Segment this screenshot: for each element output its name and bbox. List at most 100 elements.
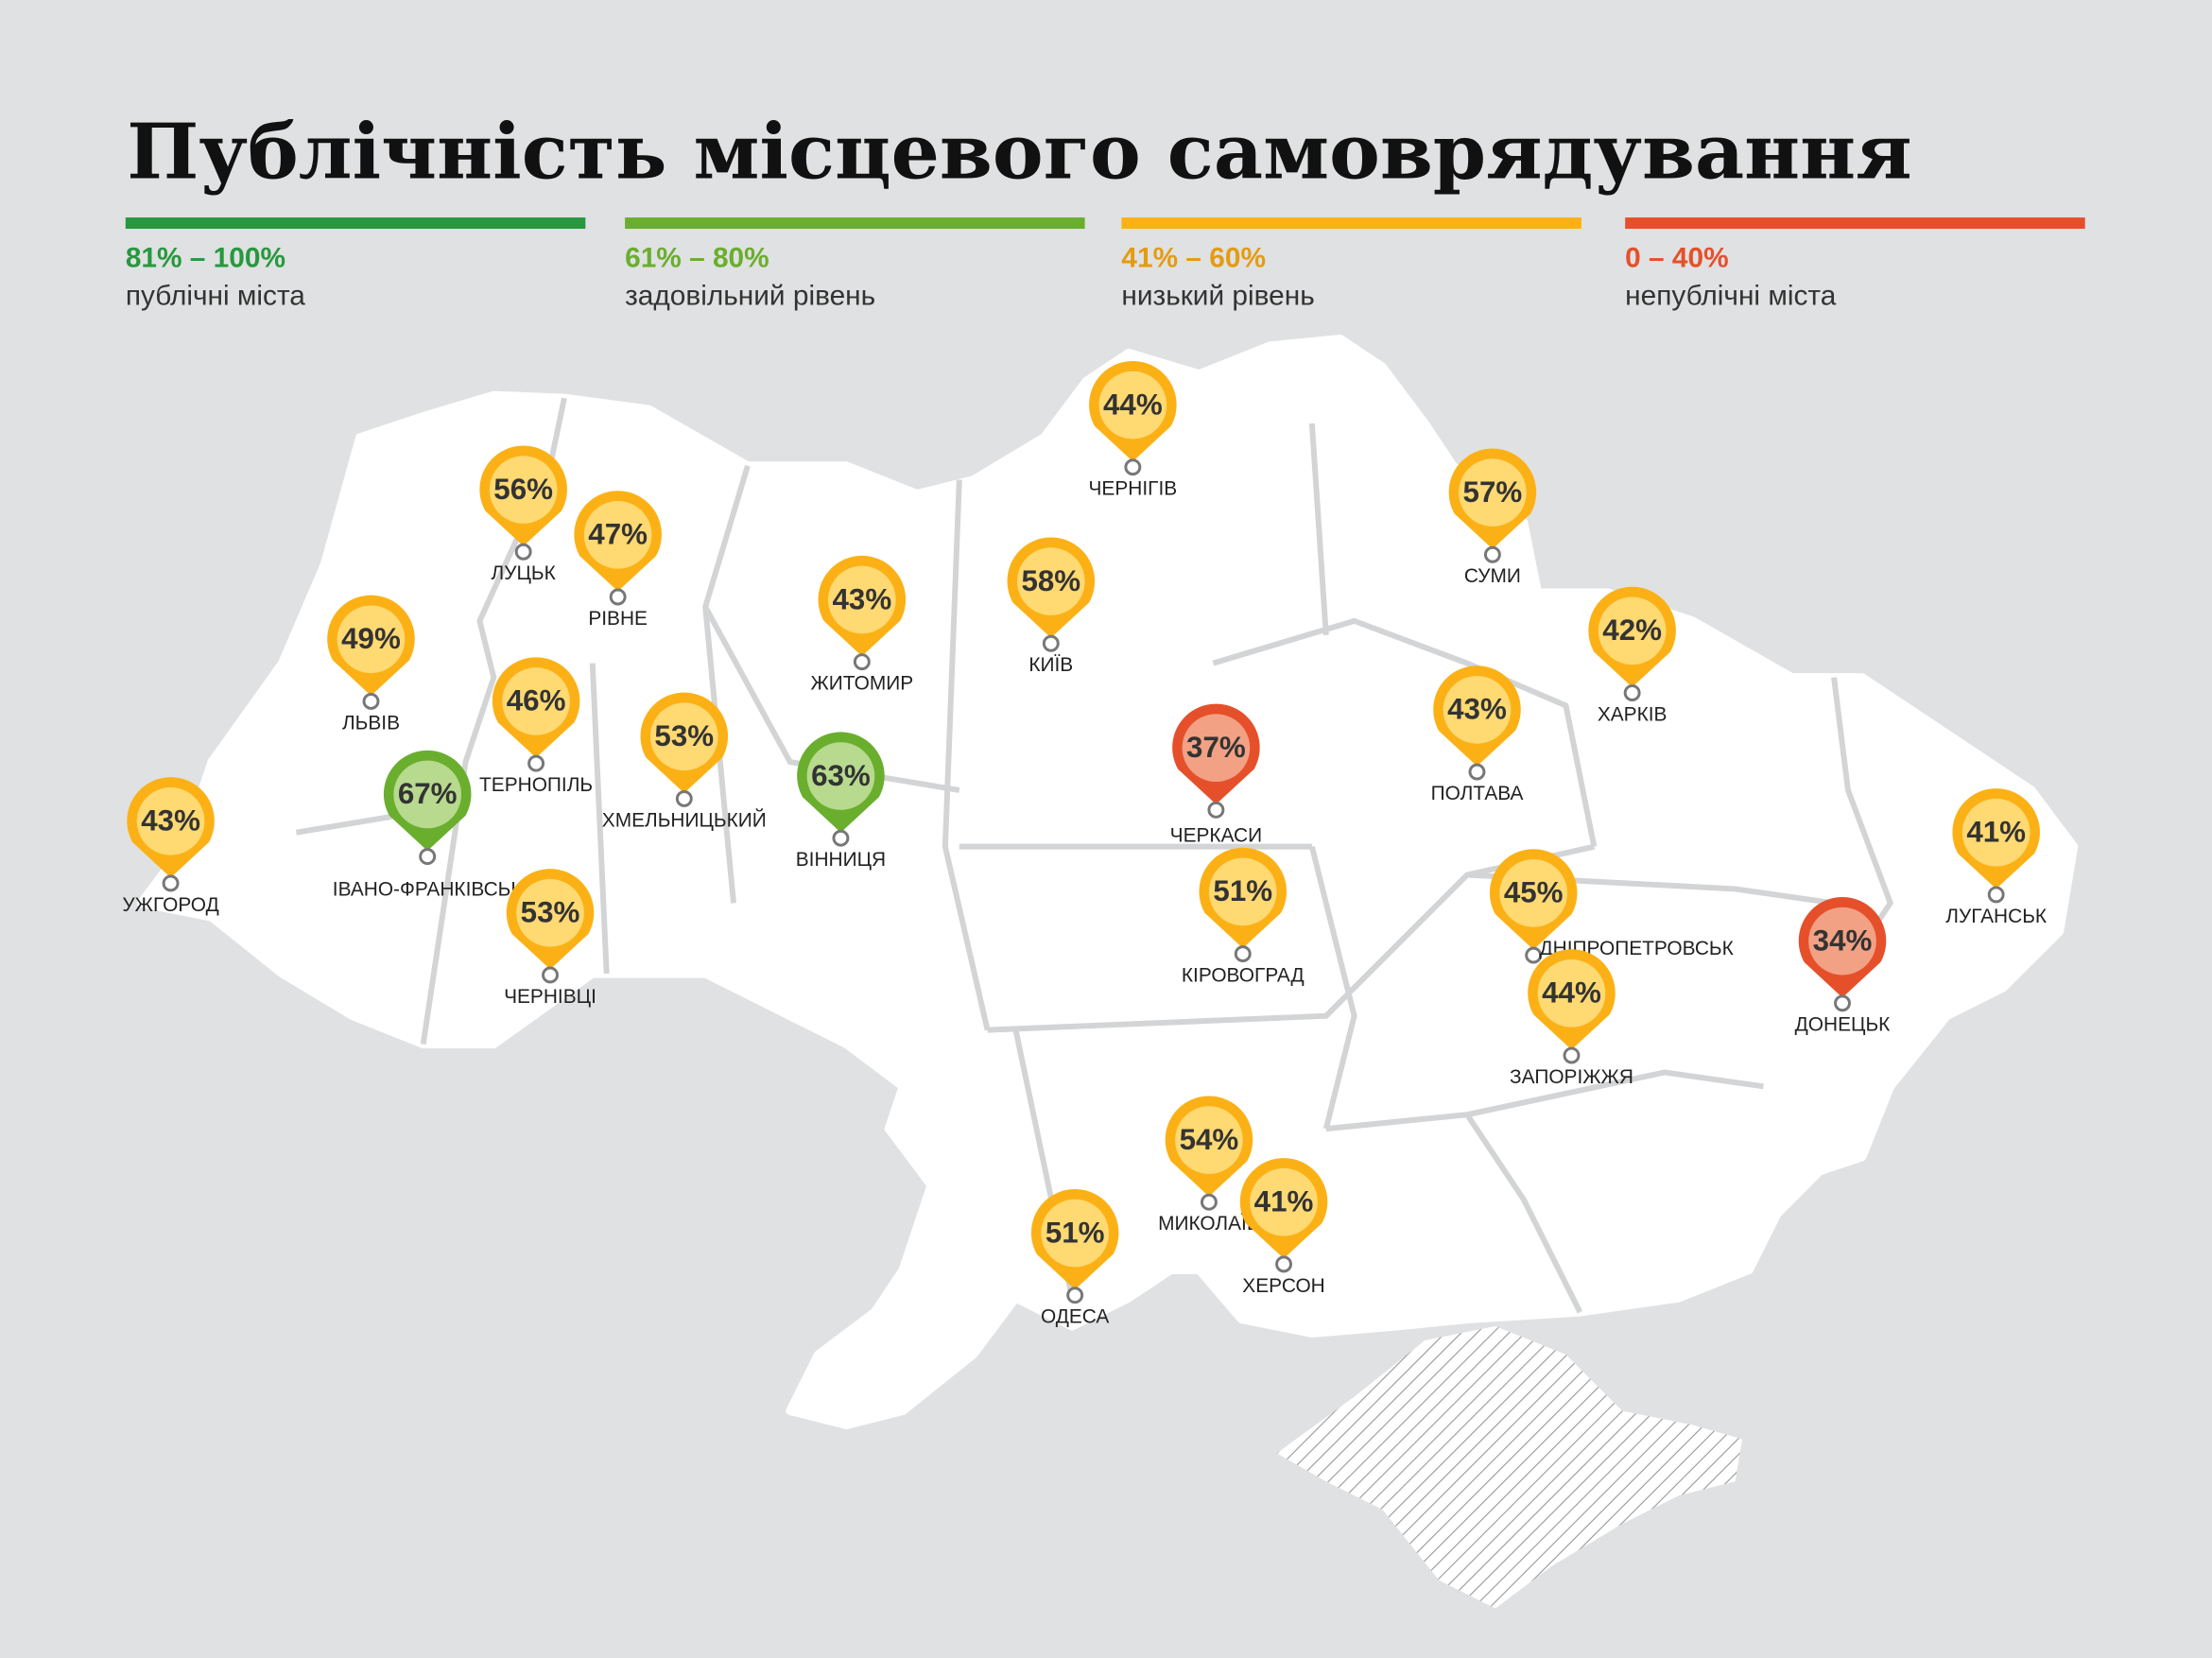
oblast-borders xyxy=(295,397,1893,1314)
title: Публічність місцевого самоврядування xyxy=(127,107,1911,197)
pin-inner xyxy=(516,878,584,947)
pin: 54% МИКОЛАЇВ xyxy=(1158,1096,1260,1235)
city-name: КІРОВОГРАД xyxy=(1182,964,1305,986)
city-name: КИЇВ xyxy=(1028,654,1073,676)
pin-value: 43% xyxy=(1447,693,1507,726)
pin-inner xyxy=(337,605,406,674)
pin-dot xyxy=(419,848,437,866)
pin-value: 57% xyxy=(1463,475,1523,509)
pin-inner xyxy=(1808,907,1876,976)
legend-range: 61% – 80% xyxy=(625,242,769,273)
pin: 43% ЖИТОМИР xyxy=(810,555,913,695)
country-shape xyxy=(136,334,2079,1429)
city-name: СУМИ xyxy=(1464,565,1521,587)
city-name: ЧЕРКАСИ xyxy=(1170,825,1262,847)
pin-value: 56% xyxy=(493,473,553,506)
pin-dot xyxy=(832,829,850,847)
pin-dot xyxy=(1834,994,1851,1012)
city-name: ХАРКІВ xyxy=(1598,703,1668,725)
pin: 63% ВІННИЦЯ xyxy=(796,732,886,871)
pin-value: 51% xyxy=(1046,1216,1105,1249)
pin-inner xyxy=(1443,676,1512,744)
pin: 56% ЛУЦЬК xyxy=(479,445,567,584)
pin: 41% ЛУГАНСЬК xyxy=(1945,788,2048,927)
pin-value: 46% xyxy=(507,684,566,717)
pin: 46% ТЕРНОПІЛЬ xyxy=(479,657,593,796)
pin-inner xyxy=(489,456,558,524)
pin-value: 34% xyxy=(1813,924,1873,957)
pin-dot xyxy=(1468,763,1486,781)
legend-range: 81% – 100% xyxy=(126,242,285,273)
pin-dot xyxy=(675,789,693,807)
city-name: ХЕРСОН xyxy=(1242,1275,1324,1297)
pin-inner xyxy=(1537,959,1606,1028)
pin-inner xyxy=(1598,596,1667,665)
pin-dot xyxy=(362,692,380,710)
pin: 37% ЧЕРКАСИ xyxy=(1170,703,1262,847)
pin-dot xyxy=(1483,545,1501,563)
city-name: ЧЕРНІВЦІ xyxy=(504,986,596,1008)
city-name: РІВНЕ xyxy=(588,608,648,630)
pin: 45%ДНІПРОПЕТРОВСЬК xyxy=(1489,849,1735,964)
pin-dot xyxy=(1275,1255,1292,1273)
pin: 53% ХМЕЛЬНИЦЬКИЙ xyxy=(602,692,767,831)
pin: 42% ХАРКІВ xyxy=(1588,586,1676,725)
pin-value: 58% xyxy=(1021,564,1080,597)
pin-dot xyxy=(1200,1193,1218,1211)
pin: 34% ДОНЕЦЬК xyxy=(1795,897,1892,1036)
pin-inner xyxy=(828,565,896,634)
pin: 43% УЖГОРОД xyxy=(122,777,219,916)
pin-dot xyxy=(853,653,871,671)
pin-value: 53% xyxy=(521,896,580,929)
pin-inner xyxy=(1499,859,1567,927)
pin-value: 54% xyxy=(1180,1123,1239,1156)
pin-dot xyxy=(514,543,532,561)
city-name: МИКОЛАЇВ xyxy=(1158,1213,1260,1235)
pin-value: 41% xyxy=(1966,816,2026,849)
pin: 51% ОДЕСА xyxy=(1030,1188,1119,1328)
pin-value: 63% xyxy=(811,759,871,792)
pin-dot xyxy=(1525,946,1543,964)
pin-inner xyxy=(136,786,205,855)
pin-inner xyxy=(1961,798,2031,867)
pin-value: 47% xyxy=(588,518,648,551)
pin-value: 49% xyxy=(341,622,401,655)
city-name: ДОНЕЦЬК xyxy=(1795,1014,1892,1036)
city-name: ОДЕСА xyxy=(1041,1306,1109,1328)
city-name: ЛУЦЬК xyxy=(492,562,557,584)
pin: 43% ПОЛТАВА xyxy=(1431,665,1524,804)
pin-inner xyxy=(1459,458,1527,527)
pin-inner xyxy=(1250,1167,1318,1236)
pin-value: 44% xyxy=(1103,388,1163,421)
pin-inner xyxy=(1182,714,1251,783)
pin-dot xyxy=(1563,1046,1581,1064)
legend-bar xyxy=(125,217,586,230)
pin-value: 53% xyxy=(654,719,714,752)
pin: 58% КИЇВ xyxy=(1007,537,1096,676)
legend-bar xyxy=(625,217,1085,230)
pin: 44% ЧЕРНІГІВ xyxy=(1089,360,1177,500)
pins: 56% ЛУЦЬК 47% РІВНЕ 49% ЛЬВІВ 46% ТЕРНОПІЛЬ 67% І… xyxy=(122,360,2048,1328)
city-name: ТЕРНОПІЛЬ xyxy=(479,774,593,796)
pin-inner xyxy=(1175,1106,1243,1174)
city-name: ХМЕЛЬНИЦЬКИЙ xyxy=(602,808,767,831)
pin-dot xyxy=(1042,634,1060,652)
pin-dot xyxy=(527,754,545,772)
pin-inner xyxy=(649,702,718,771)
pin-value: 51% xyxy=(1213,874,1272,907)
pin: 53% ЧЕРНІВЦІ xyxy=(504,869,596,1008)
pin-dot xyxy=(1987,886,2005,904)
legend-bar xyxy=(1625,217,2085,230)
pin-dot xyxy=(1066,1287,1084,1304)
pin-inner xyxy=(583,501,652,569)
pin-inner xyxy=(502,667,570,735)
pin: 49% ЛЬВІВ xyxy=(327,595,415,734)
pin-value: 45% xyxy=(1504,876,1564,909)
legend-range: 41% – 60% xyxy=(1121,242,1266,273)
legend-range: 0 – 40% xyxy=(1625,242,1728,273)
city-name: ЛУГАНСЬК xyxy=(1945,906,2048,927)
crimea xyxy=(1276,1326,1743,1609)
city-name: ПОЛТАВА xyxy=(1431,783,1524,804)
pin: 44% ЗАПОРІЖЖЯ xyxy=(1510,949,1633,1088)
